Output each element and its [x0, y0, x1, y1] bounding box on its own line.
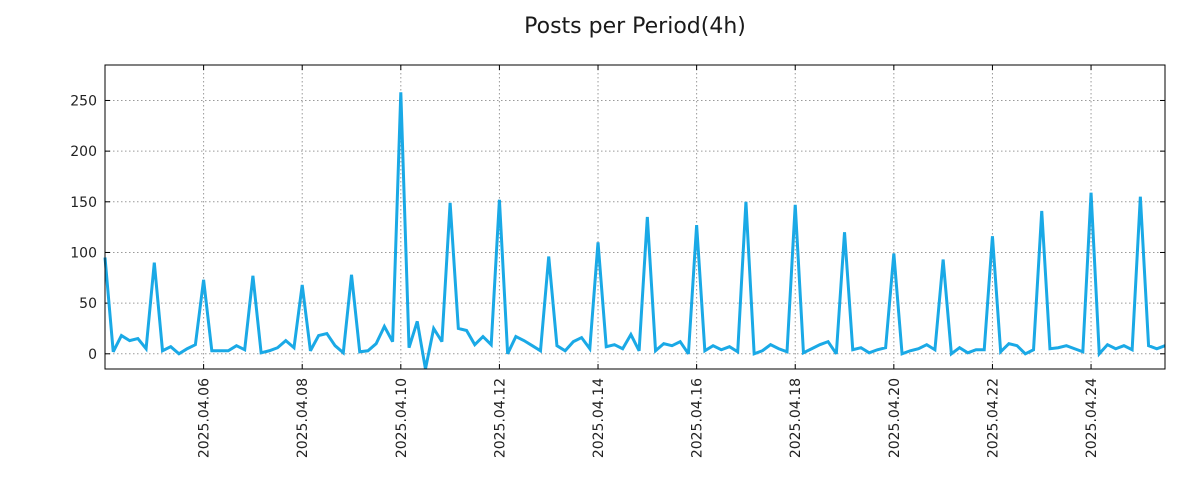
series-line-posts — [103, 92, 1166, 370]
chart-title: Posts per Period(4h) — [524, 14, 746, 39]
y-tick-label: 200 — [70, 144, 97, 160]
x-tick-label: 2025.04.10 — [394, 378, 410, 458]
x-tick-label: 2025.04.06 — [197, 378, 213, 458]
x-tick-label: 2025.04.20 — [887, 378, 903, 458]
y-tick-label: 150 — [70, 195, 97, 211]
y-tick-label: 50 — [79, 296, 97, 312]
axes-frame — [104, 64, 1166, 370]
x-tick-label: 2025.04.14 — [591, 378, 607, 458]
x-tick-label: 2025.04.24 — [1084, 378, 1100, 458]
x-tick-label: 2025.04.08 — [295, 378, 311, 458]
x-tick-label: 2025.04.16 — [690, 378, 706, 458]
x-tick-label: 2025.04.22 — [985, 378, 1001, 458]
y-tick-label: 0 — [88, 347, 97, 363]
y-tick-label: 100 — [70, 245, 97, 261]
x-tick-label: 2025.04.12 — [492, 378, 508, 458]
x-tick-label: 2025.04.18 — [788, 378, 804, 458]
y-tick-label: 250 — [70, 93, 97, 109]
